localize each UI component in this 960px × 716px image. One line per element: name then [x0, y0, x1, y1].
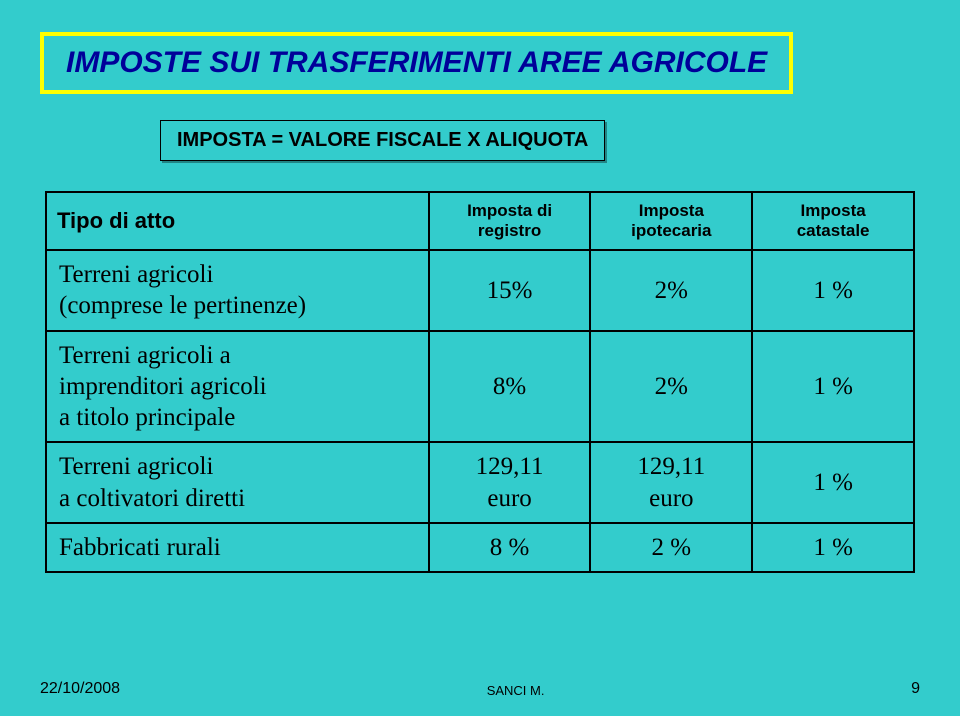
cell-value: 1 % [752, 442, 914, 523]
slide-title: IMPOSTE SUI TRASFERIMENTI AREE AGRICOLE [66, 46, 767, 80]
table-row: Terreni agricoli aimprenditori agricolia… [46, 331, 914, 443]
column-header: Impostacatastale [752, 192, 914, 250]
slide: IMPOSTE SUI TRASFERIMENTI AREE AGRICOLE … [0, 0, 960, 716]
cell-value: 15% [429, 250, 591, 331]
row-label: Terreni agricoli(comprese le pertinenze) [46, 250, 429, 331]
cell-value: 1 % [752, 523, 914, 572]
cell-value: 2% [590, 331, 752, 443]
row-header: Tipo di atto [46, 192, 429, 250]
footer-author: SANCI M. [487, 683, 545, 698]
footer-page: 9 [911, 680, 920, 698]
cell-value: 129,11euro [429, 442, 591, 523]
tax-table: Tipo di atto Imposta diregistro Impostai… [45, 191, 915, 573]
cell-value: 129,11euro [590, 442, 752, 523]
slide-subtitle: IMPOSTA = VALORE FISCALE X ALIQUOTA [177, 129, 588, 152]
cell-value: 2 % [590, 523, 752, 572]
table-body: Terreni agricoli(comprese le pertinenze)… [46, 250, 914, 572]
cell-value: 1 % [752, 331, 914, 443]
row-label: Terreni agricolia coltivatori diretti [46, 442, 429, 523]
cell-value: 1 % [752, 250, 914, 331]
table-row: Terreni agricoli(comprese le pertinenze)… [46, 250, 914, 331]
footer-date: 22/10/2008 [40, 680, 120, 698]
table-row: Fabbricati rurali8 %2 %1 % [46, 523, 914, 572]
title-box: IMPOSTE SUI TRASFERIMENTI AREE AGRICOLE [40, 32, 793, 94]
table-header-row: Tipo di atto Imposta diregistro Impostai… [46, 192, 914, 250]
column-header: Impostaipotecaria [590, 192, 752, 250]
subtitle-box: IMPOSTA = VALORE FISCALE X ALIQUOTA [160, 120, 605, 161]
row-label: Terreni agricoli aimprenditori agricolia… [46, 331, 429, 443]
cell-value: 8 % [429, 523, 591, 572]
row-label: Fabbricati rurali [46, 523, 429, 572]
cell-value: 8% [429, 331, 591, 443]
cell-value: 2% [590, 250, 752, 331]
footer: 22/10/2008 SANCI M. 9 [40, 680, 920, 698]
table-row: Terreni agricolia coltivatori diretti129… [46, 442, 914, 523]
column-header: Imposta diregistro [429, 192, 591, 250]
